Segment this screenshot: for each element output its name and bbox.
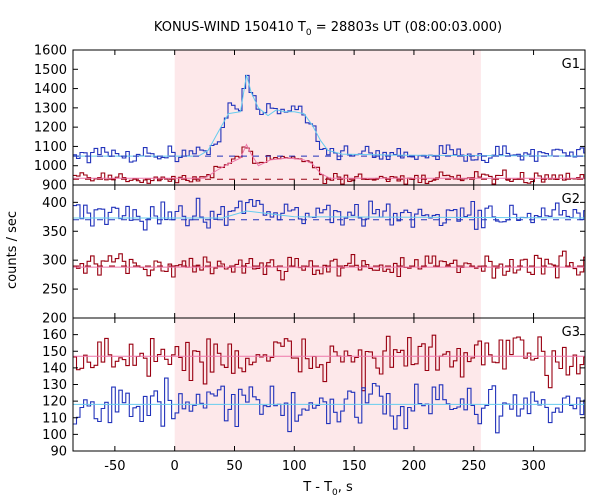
x-tick-label: 300 [521,459,546,474]
series-blue-g2 [73,197,585,231]
fit-cyan_fit-g1 [73,74,586,157]
y-tick-label: 90 [50,445,67,460]
x-tick-label: 200 [402,459,427,474]
series-blue-g3 [73,377,585,434]
y-tick-label: 140 [42,361,67,376]
series-red-g3 [73,334,585,392]
burst-interval-highlight [174,50,481,451]
x-tick-label: 50 [226,459,243,474]
y-tick-label: 300 [42,254,67,269]
y-tick-label: 1600 [34,44,67,59]
x-tick-label: 250 [461,459,486,474]
y-tick-label: 160 [42,328,67,343]
y-tick-label: 1400 [34,82,67,97]
panel-frame-g3 [72,317,586,452]
y-tick-label: 900 [42,179,67,194]
y-tick-label: 1300 [34,101,67,116]
x-label-subscript: 0 [332,488,338,498]
y-tick-label: 1200 [34,121,67,136]
fit-cyan_fit-g2 [73,210,586,219]
y-tick-label: 100 [42,428,67,443]
y-tick-label: 400 [42,196,67,211]
y-axis-label: counts / sec [5,211,20,289]
y-tick-label: 250 [42,283,67,298]
x-tick-label: 150 [342,459,367,474]
y-tick-label: 150 [42,345,67,360]
y-tick-label: 350 [42,225,67,240]
chart-title: KONUS-WIND 150410 T0 = 28803s UT (08:00:… [154,20,502,38]
panel-label-g1: G1 [562,57,580,72]
y-tick-label: 200 [42,312,67,327]
x-tick-label: 0 [171,459,179,474]
fit-red_fit-g1 [73,143,585,179]
title-subscript: 0 [306,28,312,38]
x-axis-label: T - T0, s [302,480,353,498]
y-tick-label: 1100 [34,140,67,155]
panel-label-g2: G2 [562,192,580,207]
series-blue-g1 [73,74,585,164]
y-tick-label: 1500 [34,63,67,78]
panel-label-g3: G3 [562,325,580,340]
y-tick-label: 1000 [34,159,67,174]
x-tick-label: 100 [282,459,307,474]
plot-area: 9001000110012001300140015001600G12002503… [34,44,586,474]
y-tick-label: 130 [42,378,67,393]
x-tick-label: -50 [104,459,125,474]
y-tick-label: 110 [42,411,67,426]
y-tick-label: 120 [42,395,67,410]
